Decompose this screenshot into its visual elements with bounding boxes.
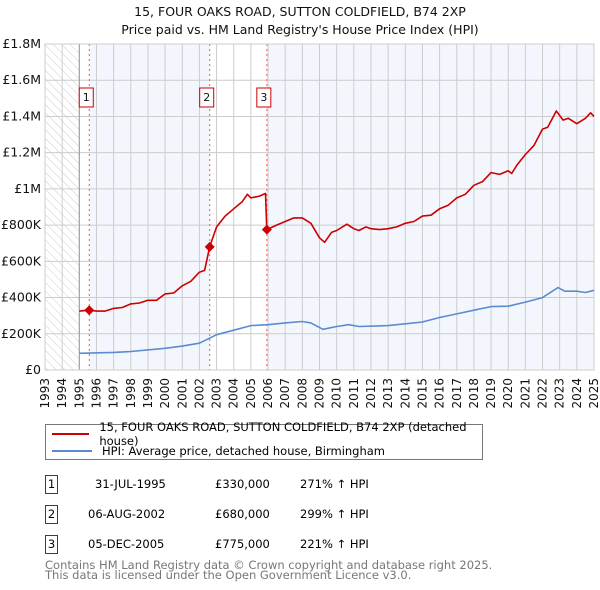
x-tick-label: 2018: [467, 378, 481, 409]
x-tick-label: 2008: [295, 378, 309, 409]
chart-subtitle: Price paid vs. HM Land Registry's House …: [121, 22, 478, 37]
x-tick-label: 2014: [398, 378, 412, 409]
x-tick-label: 2023: [553, 378, 567, 409]
y-tick-label: £1.2M: [2, 145, 41, 160]
footer: Contains HM Land Registry data © Crown c…: [45, 558, 493, 582]
x-tick-label: 2021: [518, 378, 532, 409]
x-tick-label: 1998: [124, 378, 138, 409]
x-tick-label: 2004: [227, 378, 241, 409]
sale-date: 06-AUG-2002: [88, 507, 166, 521]
y-tick-label: £1.8M: [2, 36, 41, 51]
sale-number: 3: [45, 535, 58, 554]
x-tick-label: 2019: [484, 378, 498, 409]
sale-number: 2: [45, 505, 58, 524]
x-tick-label: 2011: [347, 378, 361, 409]
legend-item-property: 15, FOUR OAKS ROAD, SUTTON COLDFIELD, B7…: [46, 420, 482, 448]
footer-line: This data is licensed under the Open Gov…: [45, 568, 412, 582]
sale-hpi: 271% ↑ HPI: [300, 477, 369, 491]
x-tick-label: 2006: [261, 378, 275, 409]
sale-row: 2 06-AUG-2002 £680,000 299% ↑ HPI: [45, 505, 485, 525]
y-tick-label: £200K: [1, 326, 42, 341]
sale-hpi: 221% ↑ HPI: [300, 537, 369, 551]
shaded-period: [266, 44, 594, 370]
sale-hpi: 299% ↑ HPI: [300, 507, 369, 521]
x-tick-label: 2016: [433, 378, 447, 409]
sale-point: [84, 305, 95, 316]
x-tick-label: 1993: [38, 378, 52, 409]
x-tick-label: 2009: [313, 378, 327, 409]
y-tick-label: £1M: [14, 181, 41, 196]
sale-label-number: 1: [83, 91, 90, 104]
y-tick-label: £0: [25, 362, 41, 377]
x-tick-label: 2020: [501, 378, 515, 409]
sale-price: £680,000: [215, 507, 270, 521]
chart-title: 15, FOUR OAKS ROAD, SUTTON COLDFIELD, B7…: [134, 4, 466, 19]
sale-label-number: 3: [260, 91, 267, 104]
sale-label-box: [78, 87, 94, 108]
legend-swatch-blue: [52, 450, 92, 452]
hpi-line: [79, 286, 595, 355]
y-tick-label: £1.4M: [2, 108, 41, 123]
sale-label-box: [256, 87, 272, 108]
y-tick-label: £600K: [1, 253, 42, 268]
x-tick-label: 2022: [536, 378, 550, 409]
plot-border: [44, 43, 595, 371]
x-tick-label: 1994: [55, 378, 69, 409]
legend-swatch-red: [52, 433, 90, 435]
sale-date: 31-JUL-1995: [95, 477, 166, 491]
sale-label-box: [199, 87, 215, 108]
sale-row: 1 31-JUL-1995 £330,000 271% ↑ HPI: [45, 475, 485, 495]
x-tick-label: 1996: [89, 378, 103, 409]
sale-point: [204, 241, 215, 252]
legend: 15, FOUR OAKS ROAD, SUTTON COLDFIELD, B7…: [45, 420, 483, 460]
sale-price: £775,000: [215, 537, 270, 551]
x-tick-label: 2000: [158, 378, 172, 409]
shaded-period: [89, 44, 210, 370]
sale-point: [261, 224, 272, 235]
sale-row: 3 05-DEC-2005 £775,000 221% ↑ HPI: [45, 535, 485, 555]
y-tick-label: £400K: [1, 290, 42, 305]
legend-label: HPI: Average price, detached house, Birm…: [102, 444, 386, 458]
x-tick-label: 1999: [141, 378, 155, 409]
y-tick-label: £1.6M: [2, 72, 41, 87]
x-tick-label: 2001: [175, 378, 189, 409]
x-tick-label: 2025: [587, 378, 600, 409]
property-price-line: [79, 110, 595, 312]
x-tick-label: 2024: [570, 378, 584, 409]
legend-label: 15, FOUR OAKS ROAD, SUTTON COLDFIELD, B7…: [99, 420, 467, 448]
x-tick-label: 2012: [364, 378, 378, 409]
x-tick-label: 2017: [450, 378, 464, 409]
x-tick-label: 2002: [192, 378, 206, 409]
x-tick-label: 2013: [381, 378, 395, 409]
y-tick-label: £800K: [1, 217, 42, 232]
x-tick-label: 2010: [330, 378, 344, 409]
x-tick-label: 1995: [72, 378, 86, 409]
x-tick-label: 2005: [244, 378, 258, 409]
price-chart: 15, FOUR OAKS ROAD, SUTTON COLDFIELD, B7…: [1, 4, 600, 409]
x-tick-label: 2007: [278, 378, 292, 409]
legend-item-hpi: HPI: Average price, detached house, Birm…: [46, 443, 385, 459]
x-tick-label: 1997: [107, 378, 121, 409]
sale-price: £330,000: [215, 477, 270, 491]
footer-line: Contains HM Land Registry data © Crown c…: [45, 558, 493, 572]
sale-number: 1: [45, 475, 58, 494]
x-tick-label: 2015: [415, 378, 429, 409]
x-tick-label: 2003: [210, 378, 224, 409]
sale-label-number: 2: [203, 91, 210, 104]
sale-date: 05-DEC-2005: [88, 537, 165, 551]
